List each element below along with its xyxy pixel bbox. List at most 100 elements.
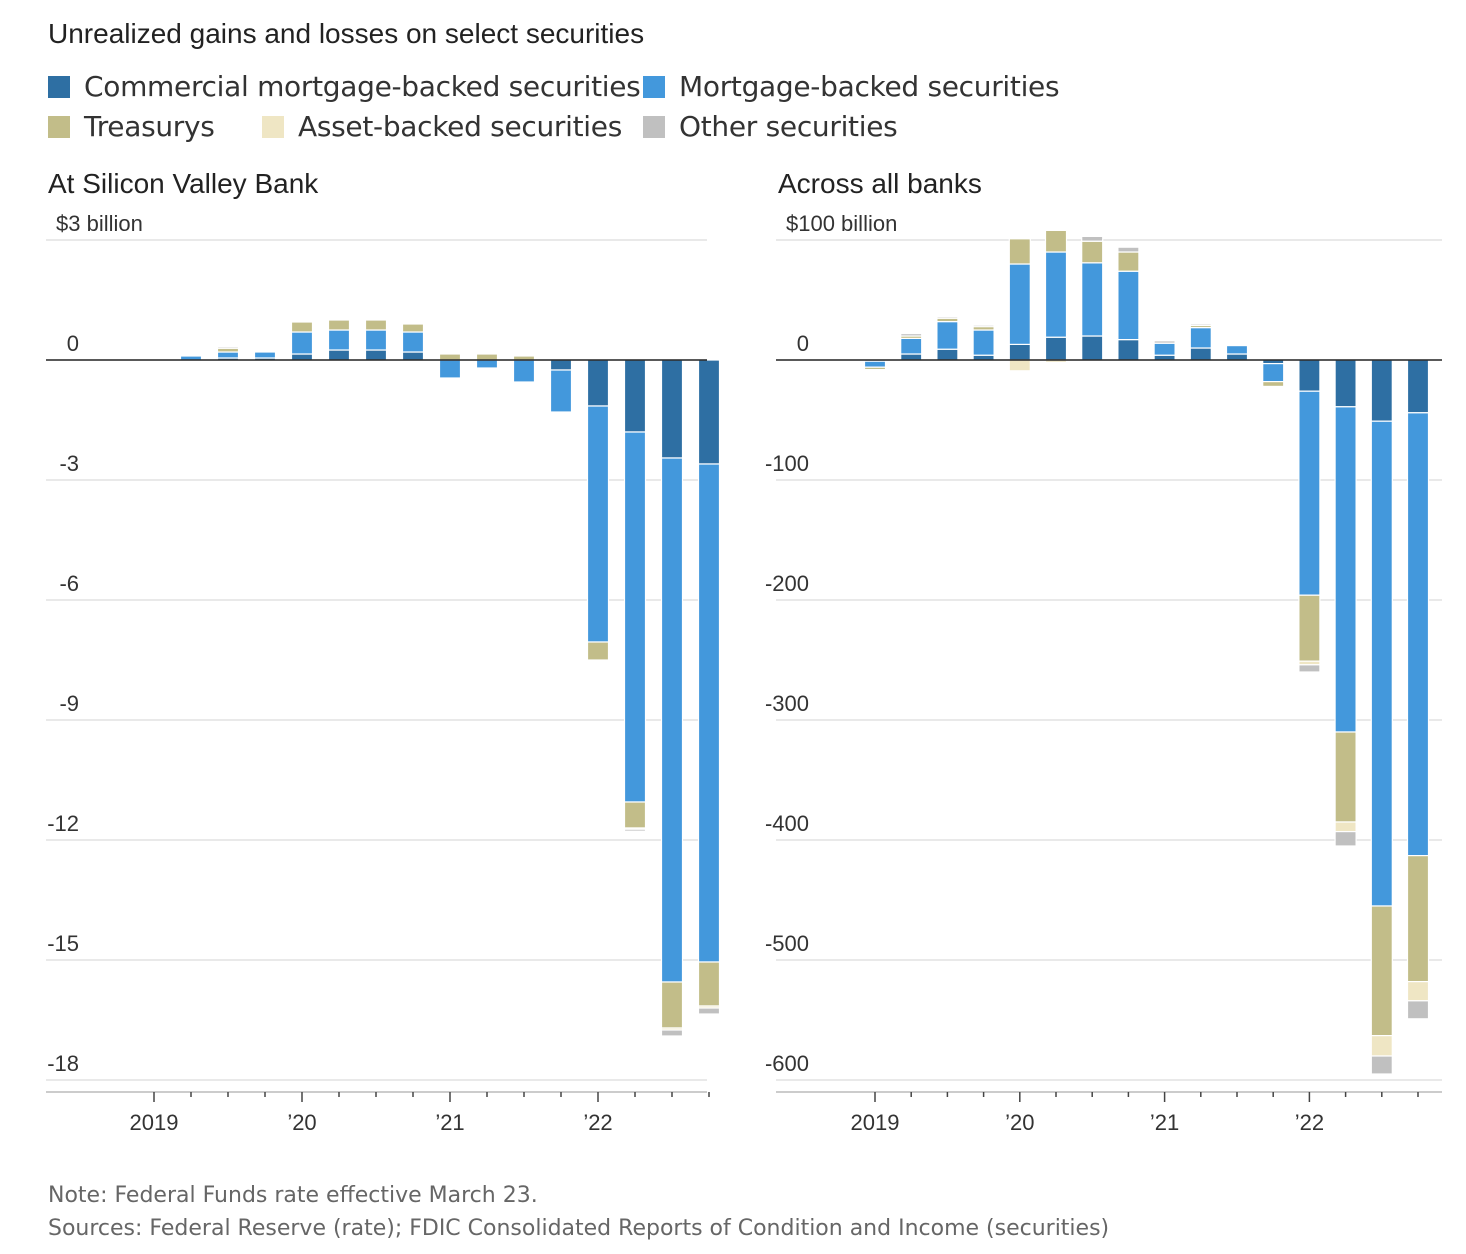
panel-title-svb: At Silicon Valley Bank [48,168,319,199]
bar-segment [1008,263,1031,346]
bar-segment [697,463,721,963]
bar-segment [1298,594,1321,662]
bar-segment [438,353,462,361]
bar-segment [660,981,684,1029]
bar-segment [364,349,388,361]
bar-segment [1081,235,1104,242]
x-tick-label: ’20 [1005,1110,1034,1135]
bar-segment [1081,262,1104,337]
legend-item-mbs: Mortgage-backed securities [643,70,1060,103]
footnote: Note: Federal Funds rate effective March… [48,1183,538,1208]
all-banks-chart: $100 billion 0 -100 -200 -300 -400 -500 -600 201… [765,211,1442,1135]
y-tick-label: -12 [47,811,79,836]
bar-segment [1225,345,1249,355]
bar-segment [438,359,462,379]
bar-segment [401,323,425,333]
bar-segment [972,324,995,328]
legend-label-abs: Asset-backed securities [298,110,623,143]
legend-label-treasurys: Treasurys [84,110,215,143]
legend-swatch-other [643,115,665,138]
x-tick-label: 2019 [130,1110,179,1135]
y-tick-label: -9 [59,691,79,716]
x-tick-label: ’20 [287,1110,316,1135]
bar-segment [1298,390,1321,596]
panel-title-all-banks: Across all banks [778,168,982,199]
bar-segment [1406,1000,1430,1020]
bar-segment [1370,420,1393,907]
bar-segment [697,359,721,465]
bar-segment [549,369,573,413]
bar-segment [1334,359,1357,408]
y-tick-label: -200 [765,571,809,596]
bar-segment [1298,664,1321,673]
bar-segment [623,828,647,832]
bar-segment [1406,980,1430,1002]
y-tick-label: -500 [765,931,809,956]
x-tick-label: ’21 [1150,1110,1179,1135]
bar-segment [1334,830,1357,847]
legend-item-abs: Asset-backed securities [262,110,622,143]
bar-segment [697,1007,721,1015]
y-tick-label: -15 [47,931,79,956]
bar-segment [290,353,314,361]
bar-segment [1044,229,1068,253]
bar-segment [475,359,499,369]
legend: Commercial mortgage-backed securities Mo… [48,70,1148,150]
bar-segment [1225,353,1249,361]
svb-chart: $3 billion 0 -3 -6 -9 -12 -15 -18 2019 ’20 ’21 ’22 [46,211,721,1135]
legend-swatch-cmbs [48,75,70,98]
bar-segment [1334,406,1357,733]
bar-segment [1081,335,1104,361]
bar-segment [1117,270,1140,341]
bar-segment [1370,905,1393,1037]
bar-segment [512,359,536,383]
bar-segment [1117,246,1140,253]
bar-segment [401,331,425,353]
y-tick-label: $100 billion [786,211,897,236]
legend-item-treasurys: Treasurys [48,110,215,143]
bar-segment [1406,412,1430,857]
bar-segment [1008,359,1031,372]
x-tick-label: 2019 [851,1110,900,1135]
y-tick-label: 0 [67,331,79,356]
bar-segment [1189,326,1212,349]
bar-segment [1117,339,1140,361]
bar-segment [1406,854,1430,983]
bar-segment [660,359,684,459]
bar-segment [216,346,240,349]
legend-label-mbs: Mortgage-backed securities [679,70,1060,103]
bar-segment [623,431,647,803]
bar-segment [401,351,425,361]
bar-segment [586,641,610,661]
bar-segment [1406,359,1430,414]
bar-segment [623,359,647,433]
bar-segment [660,457,684,983]
bar-segment [1044,251,1068,338]
bar-segment [1262,363,1285,383]
bar-segment [253,351,277,359]
bar-segment [1117,251,1140,272]
bar-segment [936,320,959,350]
bar-segment [327,329,351,351]
y-tick-label: -600 [765,1051,809,1076]
bar-segment [1334,821,1357,833]
y-tick-label: $3 billion [56,211,143,236]
bar-segment [290,331,314,355]
y-tick-label: -3 [59,451,79,476]
legend-item-cmbs: Commercial mortgage-backed securities [48,70,641,103]
bar-segment [900,353,923,361]
bar-segment [290,321,314,333]
bar-segment [364,329,388,351]
bar-segment [1008,238,1031,265]
bar-segment [364,319,388,331]
bar-segment [1189,347,1212,361]
bar-segment [1081,240,1104,264]
bar-segment [863,366,887,371]
x-tick-label: ’22 [1295,1110,1324,1135]
bar-segment [1370,1034,1393,1057]
bar-segment [1370,359,1393,422]
bar-segment [697,961,721,1007]
bar-segment [1189,323,1212,327]
bar-segment [936,348,959,361]
bar-segment [660,1029,684,1037]
